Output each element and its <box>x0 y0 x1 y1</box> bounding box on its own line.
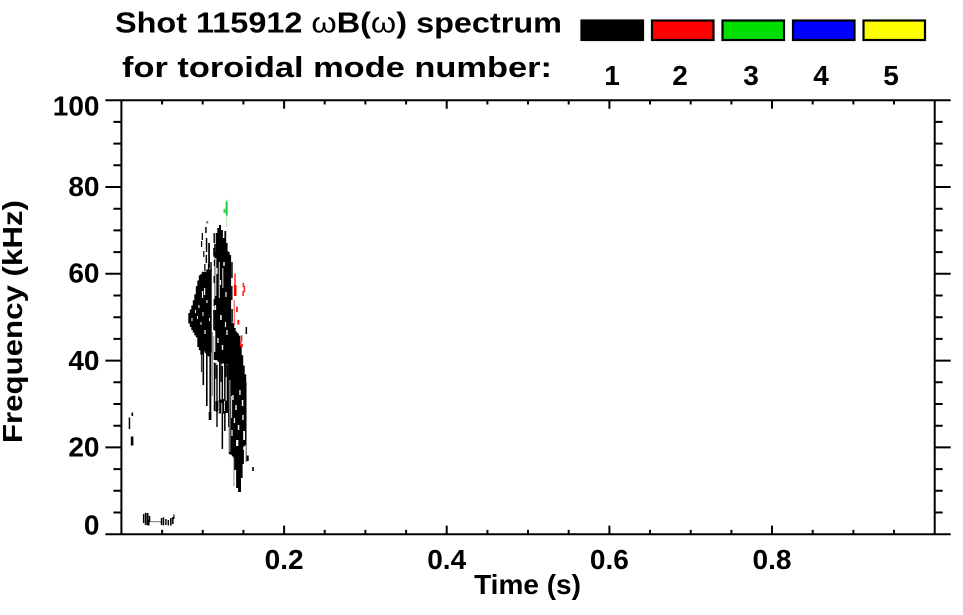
svg-text:4: 4 <box>813 60 829 91</box>
svg-text:0: 0 <box>84 509 100 540</box>
svg-text:Frequency (kHz): Frequency (kHz) <box>0 200 28 443</box>
svg-text:0.2: 0.2 <box>265 544 304 575</box>
svg-text:Shot 115912 ωB(ω) spectrum: Shot 115912 ωB(ω) spectrum <box>115 8 562 40</box>
svg-text:3: 3 <box>743 60 759 91</box>
svg-text:0.8: 0.8 <box>753 544 792 575</box>
svg-text:5: 5 <box>883 60 899 91</box>
svg-text:60: 60 <box>68 257 99 288</box>
svg-text:100: 100 <box>53 91 100 122</box>
svg-text:40: 40 <box>68 345 99 376</box>
svg-text:0.4: 0.4 <box>427 544 466 575</box>
svg-text:20: 20 <box>68 432 99 463</box>
svg-text:Time (s): Time (s) <box>474 569 581 600</box>
svg-text:0.6: 0.6 <box>590 544 629 575</box>
svg-text:80: 80 <box>68 171 99 202</box>
svg-text:for toroidal mode number:: for toroidal mode number: <box>122 52 552 84</box>
svg-text:1: 1 <box>604 60 620 91</box>
svg-text:2: 2 <box>672 60 688 91</box>
